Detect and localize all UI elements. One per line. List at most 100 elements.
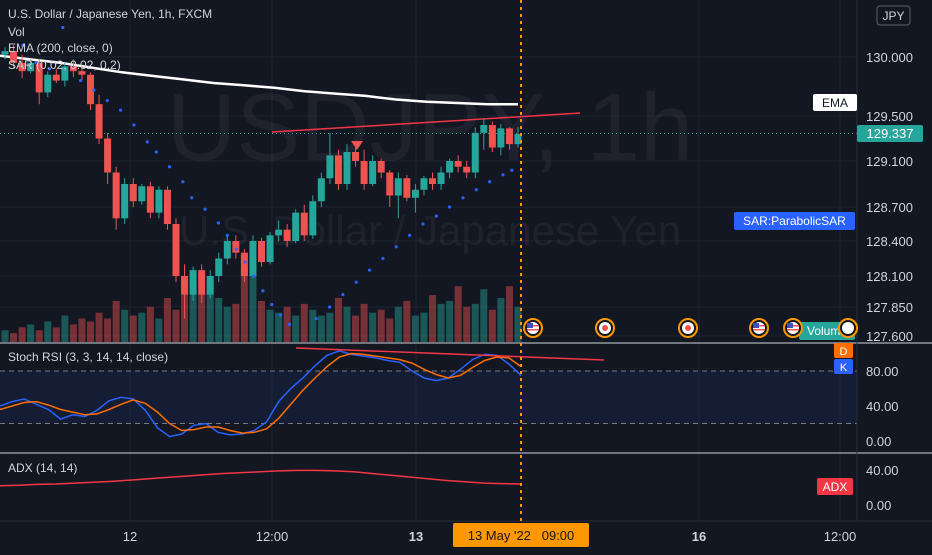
candle-body xyxy=(1,51,9,55)
sar-dot xyxy=(167,165,172,169)
candle-body xyxy=(95,104,103,139)
candle-body xyxy=(343,152,351,184)
candle-body xyxy=(300,212,308,236)
sar-dot xyxy=(181,180,185,184)
candle-body xyxy=(223,241,231,259)
sar-dot xyxy=(216,221,221,225)
adx-pane[interactable] xyxy=(0,469,522,487)
volume-bar xyxy=(249,254,257,342)
stoch-rsi-pane[interactable] xyxy=(0,347,857,438)
sar-dot xyxy=(105,99,109,103)
candle-body xyxy=(189,270,197,295)
sar-dot xyxy=(314,317,318,321)
candle-body xyxy=(232,241,240,253)
last-price-badge xyxy=(857,125,923,142)
volume-bar xyxy=(309,309,317,342)
vol-legend[interactable]: Vol xyxy=(8,25,25,39)
candle-body xyxy=(61,66,69,81)
stoch-band-fill xyxy=(0,371,857,424)
volume-bar xyxy=(454,286,462,342)
chart-legend: U.S. Dollar / Japanese Yen, 1h, FXCM Vol… xyxy=(8,7,212,475)
volume-bar xyxy=(386,318,394,342)
flag-canton xyxy=(527,323,533,328)
adx-tick-label: 40.00 xyxy=(866,463,899,478)
candle-body xyxy=(369,161,377,184)
volume-bar xyxy=(317,315,325,342)
candle-body xyxy=(18,62,26,72)
candle-body xyxy=(505,128,513,145)
adx-tick-label: 0.00 xyxy=(866,498,891,513)
crosshair-time-label: 13 May '22 09:00 xyxy=(468,528,575,543)
volume-bar xyxy=(429,295,436,342)
volume-bar xyxy=(198,292,206,342)
time-tick-label: 13 xyxy=(409,529,423,544)
volume-bar xyxy=(232,303,240,342)
flag-sun xyxy=(685,325,691,331)
time-axis[interactable]: 12 12:00 13 16 12:00 xyxy=(123,529,857,544)
volume-bar xyxy=(172,309,180,342)
economic-events[interactable] xyxy=(523,318,858,338)
candle-body xyxy=(121,184,129,219)
us-flag-event-icon xyxy=(523,318,543,338)
price-axis[interactable]: 130.000 129.500 129.100 128.700 128.400 128.1… xyxy=(866,50,913,513)
volume-bar xyxy=(27,324,35,342)
volume-bar xyxy=(394,306,402,342)
us-flag-event-icon xyxy=(783,318,803,338)
currency-badge[interactable] xyxy=(876,5,911,26)
sar-dot xyxy=(407,233,412,237)
ema-legend[interactable]: EMA (200, close, 0) xyxy=(8,41,113,55)
volume-bar xyxy=(292,315,300,342)
volume-bar xyxy=(223,306,231,342)
sar-dot xyxy=(367,268,372,272)
price-tick-label: 130.000 xyxy=(866,50,913,65)
candle-body xyxy=(198,270,206,295)
volume-bar xyxy=(61,315,69,342)
candle-body xyxy=(326,155,334,179)
stoch-legend[interactable]: Stoch RSI (3, 3, 14, 14, close) xyxy=(8,350,168,364)
flag-bg xyxy=(842,322,854,334)
volume-bar xyxy=(275,312,283,342)
candle-body xyxy=(471,132,479,173)
time-tick-label: 16 xyxy=(692,529,706,544)
candle-body xyxy=(138,186,146,202)
volume-bar xyxy=(505,286,513,342)
sar-dot xyxy=(145,140,149,144)
volume-bar xyxy=(258,300,265,342)
volume-bar xyxy=(266,309,274,342)
flag-canton xyxy=(753,323,759,328)
volume-bar xyxy=(420,312,428,342)
stoch-tick-label: 0.00 xyxy=(866,434,891,449)
adx-legend[interactable]: ADX (14, 14) xyxy=(8,461,77,475)
sar-legend[interactable]: SAR (0.02, 0.02, 0.2) xyxy=(8,58,121,72)
volume-bar xyxy=(163,298,171,342)
time-tick-label: 12:00 xyxy=(824,529,857,544)
candle-body xyxy=(172,224,180,276)
volume-bar xyxy=(95,312,103,342)
volume-bar xyxy=(18,327,26,342)
adx-line xyxy=(0,469,522,487)
symbol-title[interactable]: U.S. Dollar / Japanese Yen, 1h, FXCM xyxy=(8,7,212,21)
candle-body xyxy=(309,201,317,236)
volume-bar xyxy=(514,306,522,342)
candle-body xyxy=(403,178,411,198)
sar-dot xyxy=(421,222,425,226)
sar-dot xyxy=(287,322,292,326)
sar-dot xyxy=(78,79,83,83)
candle-body xyxy=(394,178,402,196)
volume-bar xyxy=(283,306,291,342)
volume-bar xyxy=(146,306,154,342)
price-pane[interactable] xyxy=(0,25,857,342)
price-tick-label: 128.100 xyxy=(866,269,913,284)
sar-dot xyxy=(132,123,136,127)
flag-stripe xyxy=(753,329,765,331)
volume-bar xyxy=(78,318,86,342)
crosshair-time-badge xyxy=(453,523,589,547)
candle-body xyxy=(463,166,471,173)
volume-bar xyxy=(52,327,60,342)
us-flag-event-icon xyxy=(749,318,769,338)
candle-body xyxy=(52,74,60,81)
volume-bar xyxy=(215,298,223,342)
volume-bar xyxy=(471,303,479,342)
sar-dot xyxy=(488,180,492,184)
